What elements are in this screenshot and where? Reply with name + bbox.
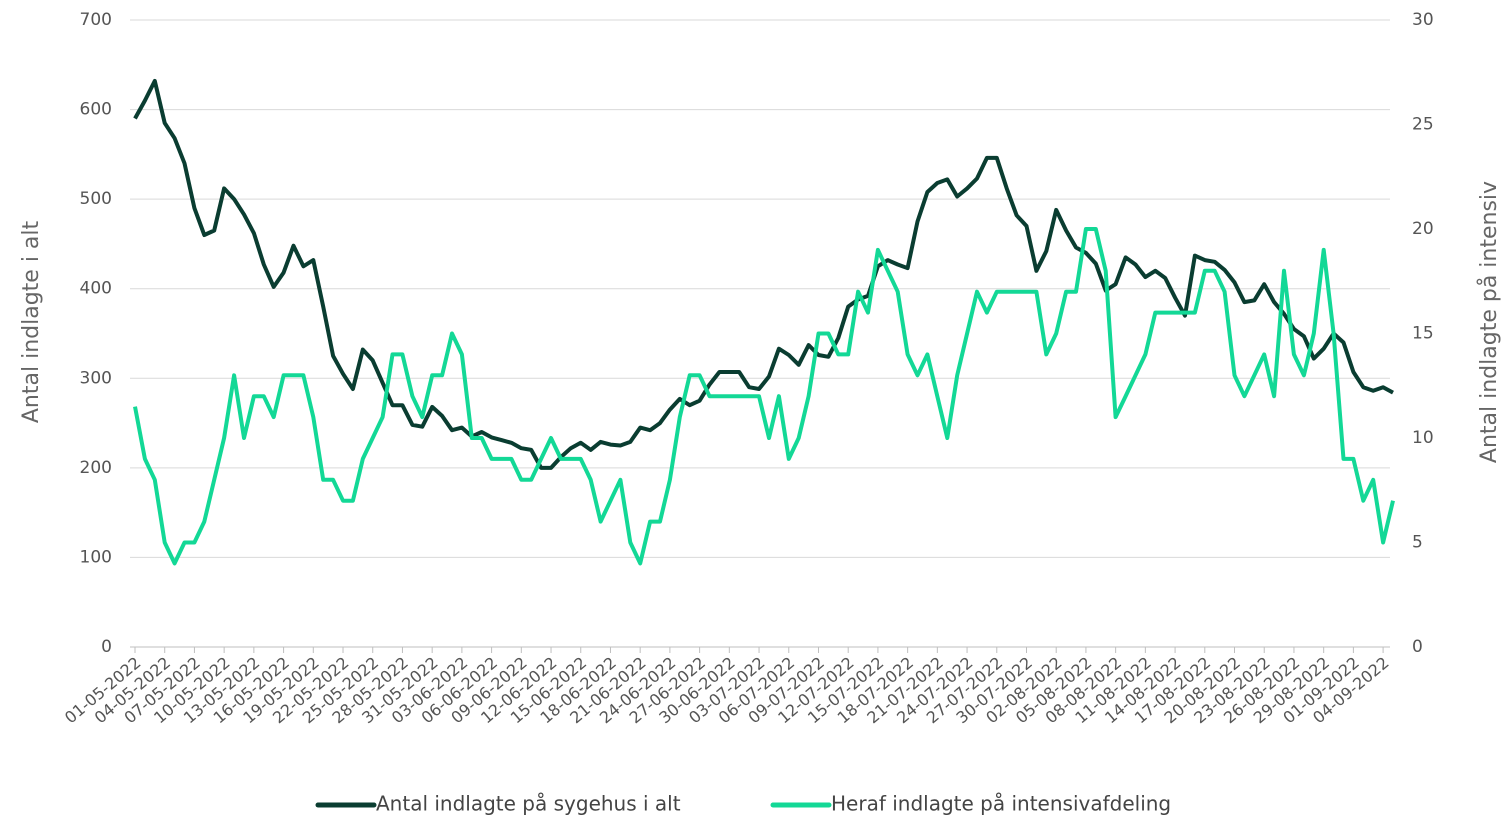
legend-label: Antal indlagte på sygehus i alt (376, 792, 681, 816)
legend-label: Heraf indlagte på intensivafdeling (831, 792, 1171, 816)
y-tick-label: 200 (80, 458, 112, 478)
y2-tick-label: 20 (1412, 219, 1434, 239)
y-tick-label: 700 (80, 10, 112, 30)
y-tick-label: 600 (80, 100, 112, 120)
y-tick-label: 500 (80, 189, 112, 209)
y2-tick-label: 25 (1412, 115, 1434, 135)
line-series (133, 227, 1395, 566)
y2-axis-title: Antal indlagte på intensiv (1476, 181, 1502, 463)
y-tick-label: 0 (101, 637, 112, 657)
y2-tick-label: 0 (1412, 637, 1423, 657)
y2-tick-label: 5 (1412, 533, 1423, 553)
y-tick-label: 400 (80, 279, 112, 299)
y-axis-title: Antal indlagte i alt (19, 220, 44, 423)
y-tick-label: 100 (80, 547, 112, 567)
y2-tick-label: 10 (1412, 428, 1434, 448)
y-tick-label: 300 (80, 368, 112, 388)
y2-tick-label: 15 (1412, 324, 1434, 344)
y2-tick-label: 30 (1412, 10, 1434, 30)
